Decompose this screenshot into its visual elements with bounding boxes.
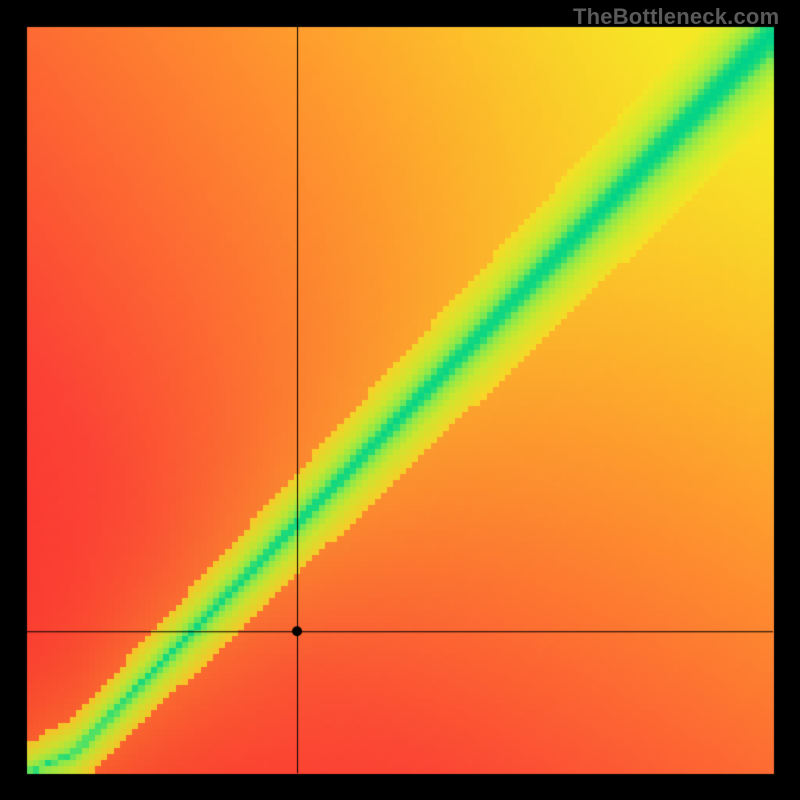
watermark-text: TheBottleneck.com xyxy=(573,4,779,30)
bottleneck-heatmap xyxy=(0,0,800,800)
